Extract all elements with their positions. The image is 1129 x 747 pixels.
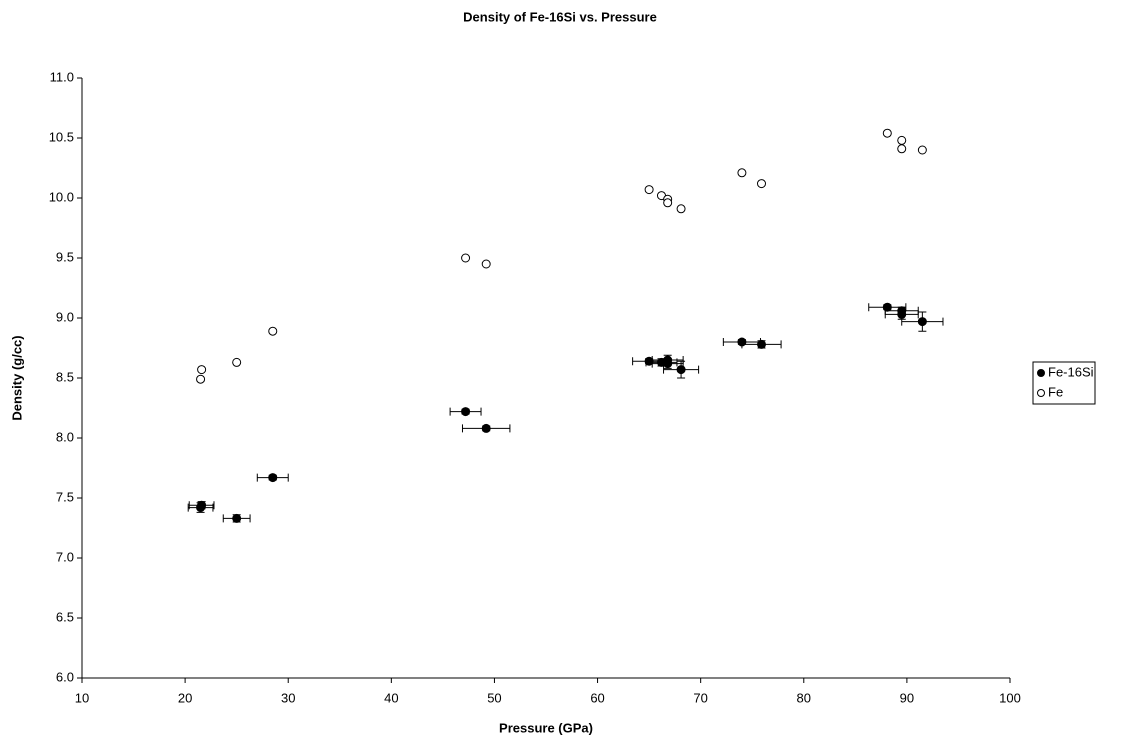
point [676, 365, 686, 375]
x-tick-label: 50 [487, 690, 501, 705]
point [897, 144, 907, 154]
point [663, 359, 673, 369]
x-tick-label: 70 [693, 690, 707, 705]
point [882, 302, 892, 312]
point [197, 365, 207, 375]
point [461, 407, 471, 417]
y-axis-label: Density (g/cc) [9, 335, 24, 420]
legend-box [1032, 361, 1096, 405]
x-tick-label: 80 [797, 690, 811, 705]
point [232, 357, 242, 367]
y-tick-label: 10.5 [49, 129, 74, 144]
y-tick-label: 7.0 [56, 549, 74, 564]
point [644, 356, 654, 366]
point [481, 423, 491, 433]
legend-marker [1037, 389, 1045, 397]
point [757, 179, 767, 189]
point [232, 513, 242, 523]
point [481, 259, 491, 269]
x-tick-label: 20 [178, 690, 192, 705]
legend-marker [1037, 369, 1045, 377]
point [897, 135, 907, 145]
point [663, 198, 673, 208]
point [461, 253, 471, 263]
y-tick-label: 11.0 [50, 69, 74, 84]
y-tick-label: 9.5 [56, 249, 74, 264]
legend-label: Fe [1048, 384, 1063, 399]
x-tick-label: 30 [281, 690, 295, 705]
point [882, 128, 892, 138]
point [917, 317, 927, 327]
x-axis-label: Pressure (GPa) [499, 720, 593, 735]
point [268, 473, 278, 483]
legend-label: Fe-16Si [1048, 364, 1094, 379]
x-tick-label: 60 [590, 690, 604, 705]
x-tick-label: 10 [75, 690, 89, 705]
y-tick-label: 8.0 [56, 429, 74, 444]
y-tick-label: 6.0 [56, 669, 74, 684]
y-tick-label: 7.5 [56, 489, 74, 504]
y-tick-label: 8.5 [56, 369, 74, 384]
chart-title: Density of Fe-16Si vs. Pressure [463, 9, 657, 24]
point [196, 374, 206, 384]
y-tick-label: 9.0 [56, 309, 74, 324]
x-tick-label: 40 [384, 690, 398, 705]
point [644, 185, 654, 195]
point [917, 145, 927, 155]
y-tick-label: 10.0 [49, 189, 74, 204]
point [757, 339, 767, 349]
x-tick-label: 90 [900, 690, 914, 705]
point [676, 204, 686, 214]
point [897, 309, 907, 319]
x-tick-label: 100 [999, 690, 1021, 705]
y-tick-label: 6.5 [56, 609, 74, 624]
point [737, 168, 747, 178]
point [196, 503, 206, 513]
point [268, 326, 278, 336]
